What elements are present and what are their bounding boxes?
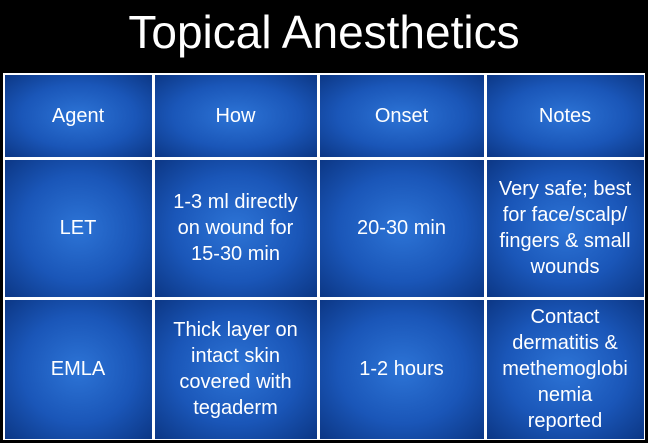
cell-text: wounds (530, 256, 600, 278)
cell-text: 15-30 min (191, 243, 280, 265)
cell-text: EMLA (50, 358, 106, 380)
table-cell: LET (4, 159, 152, 297)
cell-text: for face/scalp/ (502, 204, 628, 226)
cell-text: on wound for (177, 217, 294, 239)
cell-text: tegaderm (193, 397, 278, 419)
header-cell: Onset (319, 74, 484, 157)
table: Agent How Onset Notes LET 1-3 ml directly on w… (3, 73, 645, 440)
table-cell: 1-3 ml directly on wound for 15-30 min (154, 159, 317, 297)
cell-text: 1-2 hours (359, 358, 444, 380)
cell-text: dermatitis & (512, 332, 618, 354)
table-cell: EMLA (4, 299, 152, 439)
cell-text: Agent (51, 104, 105, 127)
cell-text: fingers & small (499, 230, 631, 252)
table-cell: Very safe; best for face/scalp/fingers & … (486, 159, 644, 297)
cell-text: nemia (537, 384, 593, 406)
cell-text: reported (527, 410, 603, 432)
cell-text: Very safe; best (498, 178, 632, 200)
cell-text: Contact (530, 306, 600, 328)
cell-text: LET (59, 217, 97, 239)
table-cell: 1-2 hours (319, 299, 484, 439)
cell-text: intact skin (191, 345, 280, 367)
header-cell: Notes (486, 74, 644, 157)
cell-text: methemoglobi (502, 358, 628, 380)
table-cell: Contact dermatitis & methemoglobi nemia repo… (486, 299, 644, 439)
header-cell: Agent (4, 74, 152, 157)
cell-text: covered with (179, 371, 292, 393)
header-cell: How (154, 74, 317, 157)
table-cell: 20-30 min (319, 159, 484, 297)
cell-text: Notes (538, 104, 592, 127)
cell-text: How (215, 104, 256, 127)
table-cell: Thick layer on intact skin covered with teg… (154, 299, 317, 439)
cell-text: Onset (374, 104, 429, 127)
slide-title: Topical Anesthetics (128, 6, 520, 58)
cell-text: 20-30 min (357, 217, 446, 239)
cell-text: Thick layer on (173, 319, 298, 341)
cell-text: 1-3 ml directly (173, 191, 298, 213)
